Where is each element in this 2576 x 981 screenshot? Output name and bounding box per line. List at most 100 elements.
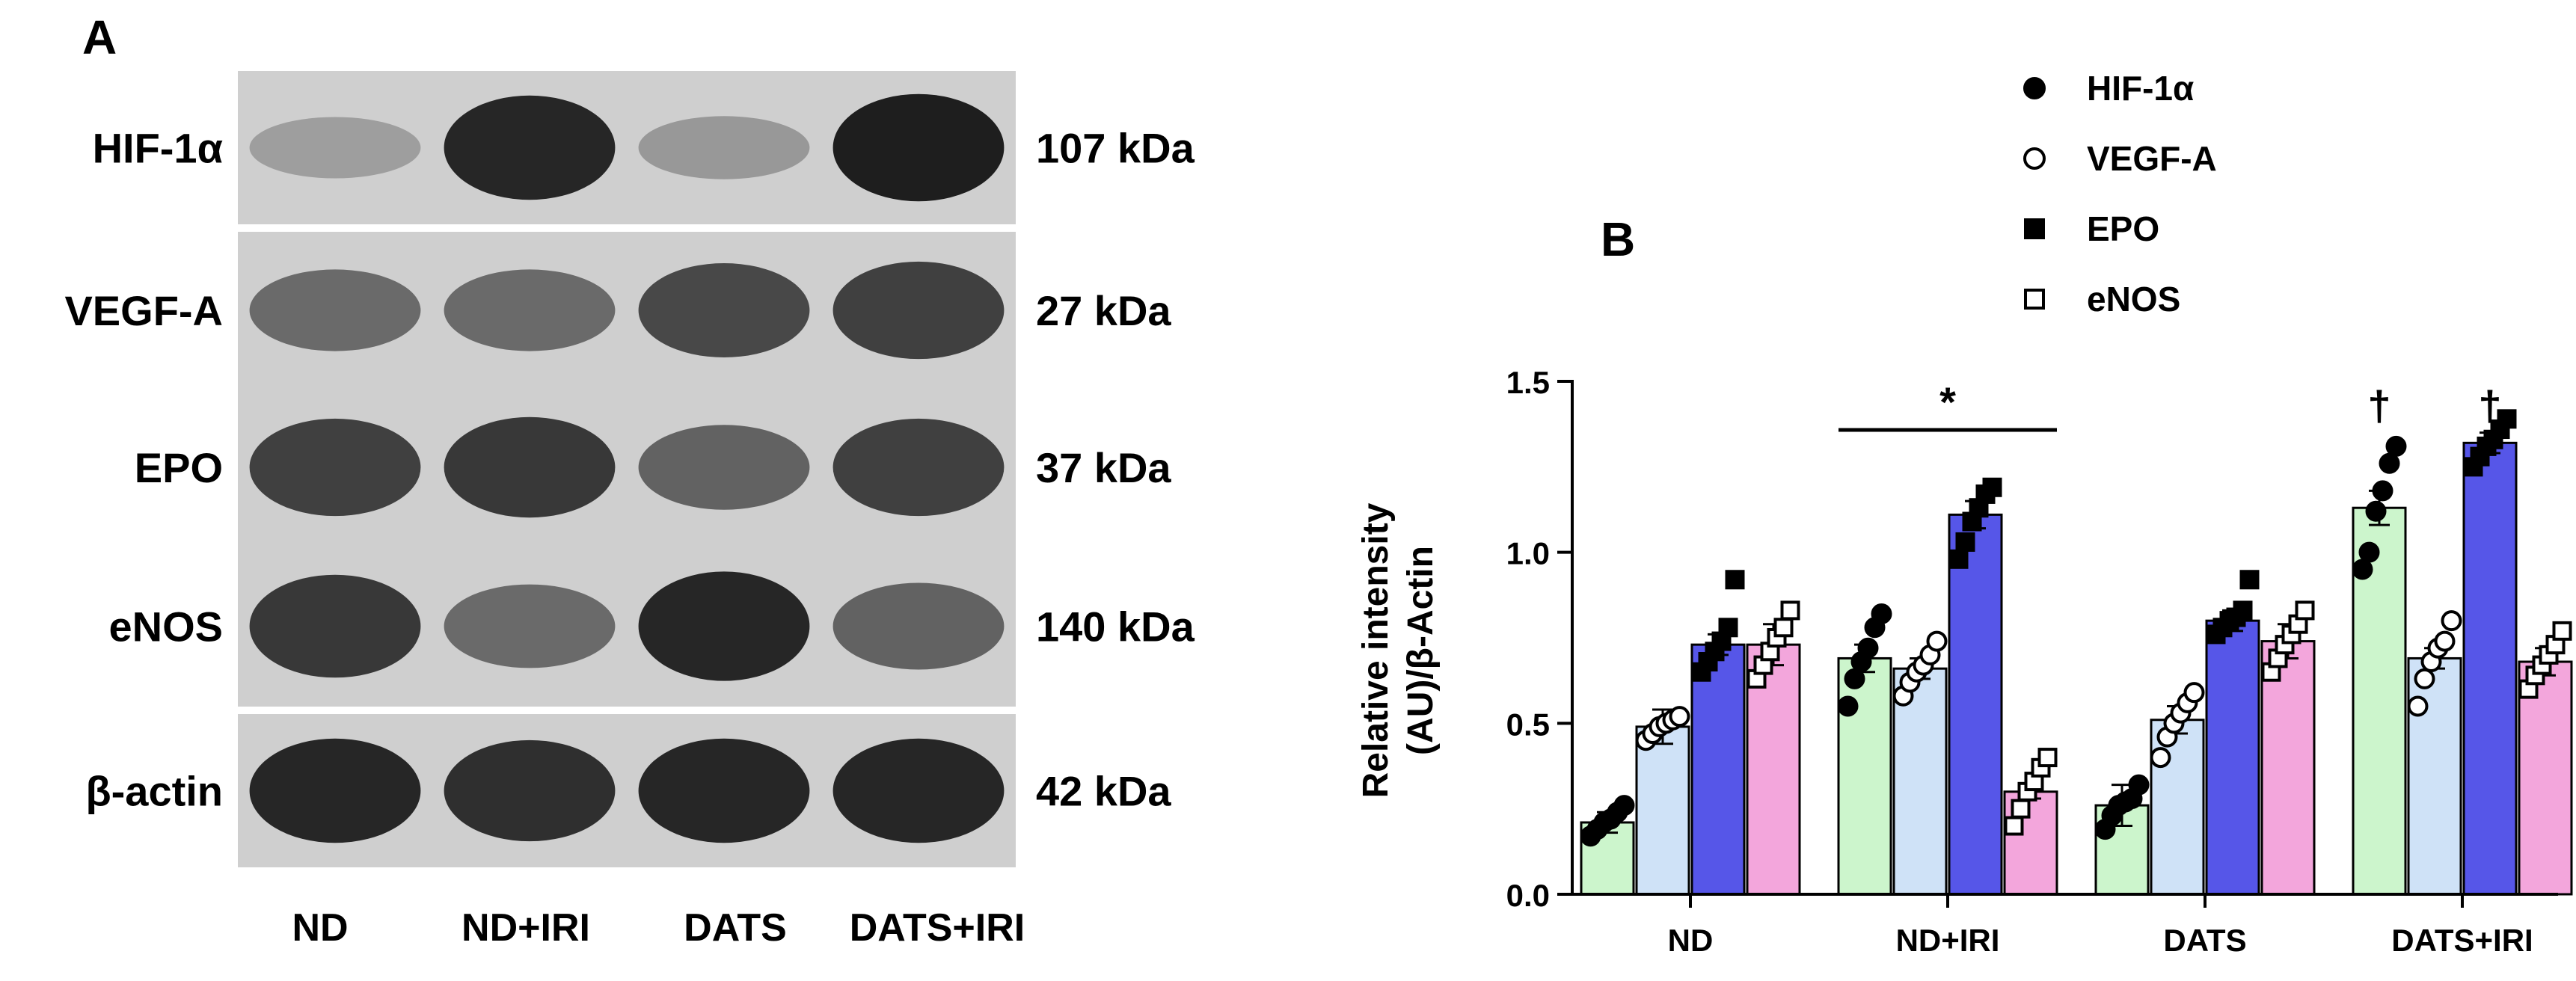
blot-band <box>832 261 1005 360</box>
blot-row-2: EPO 37 kDa <box>135 389 1171 546</box>
blot-row-4: β-actin 42 kDa <box>85 714 1171 867</box>
data-point <box>2239 570 2260 590</box>
blot-band <box>249 269 421 351</box>
bar <box>2462 441 2518 896</box>
blot-band <box>444 95 616 200</box>
data-point <box>2128 774 2150 796</box>
blot-band <box>444 739 616 842</box>
blot-band <box>832 418 1005 517</box>
data-point <box>1948 549 1969 569</box>
blot-size-label: 27 kDa <box>1036 287 1171 334</box>
blot-protein-label: eNOS <box>109 603 224 651</box>
bar <box>1690 643 1746 896</box>
blot-size-label: 42 kDa <box>1036 768 1171 815</box>
data-point <box>1926 630 1948 652</box>
blot-band <box>249 574 421 678</box>
blot-band <box>638 738 810 843</box>
blot-band <box>444 584 616 668</box>
lane-labels: ND ND+IRI DATS DATS+IRI <box>292 906 1025 950</box>
blot-protein-label: HIF-1α <box>93 125 223 172</box>
data-point <box>1844 668 1865 689</box>
chart-plot-area: 0.0 0.5 1.0 1.5 ND ND+IRI DATS DATS+IRI * † † <box>1506 365 2573 958</box>
blot-row-0: HIF-1α 107 kDa <box>93 71 1195 224</box>
lane-label: DATS <box>684 906 787 950</box>
legend-label: HIF-1α <box>2087 69 2194 108</box>
data-point <box>2011 799 2031 819</box>
series-0 <box>1580 435 2407 896</box>
bar <box>2205 619 2260 896</box>
data-point <box>2037 748 2058 768</box>
blot-band <box>249 738 421 843</box>
y-axis-label-line2: (AU)/β-Actin <box>1401 546 1441 755</box>
data-point <box>2150 747 2171 769</box>
blot-band <box>638 116 810 179</box>
data-point <box>1725 570 1745 590</box>
legend: HIF-1α VEGF-A EPO eNOS <box>2023 69 2217 319</box>
legend-label: VEGF-A <box>2087 139 2217 178</box>
data-point <box>2497 409 2517 429</box>
western-blot-panel: A HIF-1α 107 kDa VEGF-A 27 kDa EPO 37 kDa eNOS… <box>64 10 1195 950</box>
y-tick-label: 1.0 <box>1506 536 1550 571</box>
data-point <box>2233 600 2253 621</box>
blot-band <box>444 269 616 351</box>
x-tick-label: ND+IRI <box>1896 923 2000 958</box>
blot-band <box>832 738 1005 843</box>
significance-marker: † <box>2367 382 2391 429</box>
y-tick-label: 1.5 <box>1506 365 1550 400</box>
bar <box>2150 719 2205 896</box>
blot-band <box>832 582 1005 670</box>
legend-marker <box>2024 289 2045 310</box>
bar <box>1635 725 1690 896</box>
blot-band <box>444 416 616 518</box>
blot-band <box>249 117 421 179</box>
data-point <box>1669 706 1690 728</box>
data-point <box>2385 435 2407 457</box>
x-tick-label: ND <box>1668 923 1714 958</box>
data-point <box>2372 480 2393 502</box>
data-point <box>2358 541 2380 563</box>
data-point <box>1773 618 1794 638</box>
data-point <box>2441 610 2462 632</box>
data-point <box>2407 695 2429 717</box>
blot-protein-label: β-actin <box>85 768 223 815</box>
blot-size-label: 107 kDa <box>1036 125 1195 172</box>
y-axis-label-line1: Relative intensity <box>1356 502 1396 798</box>
lane-label: ND <box>292 906 348 950</box>
lane-label: DATS+IRI <box>850 906 1025 950</box>
y-tick-label: 0.5 <box>1506 707 1550 742</box>
blot-row-3: eNOS 140 kDa <box>109 546 1195 707</box>
blot-size-label: 37 kDa <box>1036 444 1171 491</box>
data-point <box>1857 637 1879 659</box>
data-point <box>1955 532 1975 552</box>
data-point <box>2414 668 2435 689</box>
data-point <box>2365 500 2387 522</box>
bar <box>2407 656 2462 896</box>
legend-label: EPO <box>2087 209 2159 248</box>
series-2 <box>1690 409 2518 896</box>
bar <box>1948 513 2003 896</box>
data-point <box>2004 816 2024 836</box>
blot-protein-label: VEGF-A <box>64 287 223 334</box>
blot-band <box>638 425 810 510</box>
legend-label: eNOS <box>2087 280 2180 319</box>
series-1 <box>1635 610 2462 896</box>
data-point <box>2183 682 2205 704</box>
data-point <box>2552 621 2572 641</box>
data-point <box>1613 795 1635 817</box>
series-3 <box>1746 600 2573 896</box>
panel-a-label: A <box>82 10 117 64</box>
bar <box>1837 656 1892 896</box>
blot-band <box>832 93 1005 202</box>
blot-strips: HIF-1α 107 kDa VEGF-A 27 kDa EPO 37 kDa eNOS 14… <box>64 71 1195 867</box>
blot-size-label: 140 kDa <box>1036 603 1195 651</box>
blot-band <box>249 418 421 517</box>
blot-row-1: VEGF-A 27 kDa <box>64 232 1171 389</box>
significance-marker: † <box>2478 382 2501 429</box>
y-tick-label: 0.0 <box>1506 878 1550 913</box>
data-point <box>1780 600 1800 621</box>
blot-protein-label: EPO <box>135 444 223 491</box>
legend-marker <box>2023 77 2046 99</box>
panel-b-label: B <box>1601 212 1635 266</box>
blot-band <box>638 263 810 357</box>
